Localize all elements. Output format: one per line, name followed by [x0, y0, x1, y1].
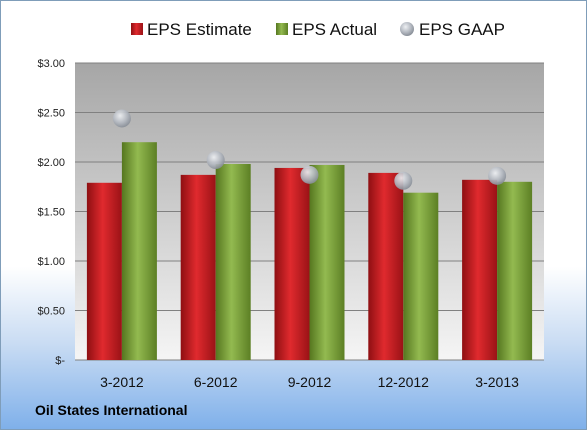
bar-eps-estimate — [462, 179, 498, 360]
y-tick-label: $0.50 — [37, 306, 65, 318]
bar-eps-estimate — [368, 172, 404, 360]
company-name: Oil States International — [35, 402, 188, 418]
legend-swatch-estimate — [131, 23, 143, 35]
marker-eps-gaap — [206, 151, 225, 170]
y-tick-label: $- — [55, 355, 65, 367]
marker-eps-gaap — [488, 166, 507, 185]
marker-eps-gaap — [394, 171, 413, 190]
bar-eps-actual — [497, 181, 533, 360]
y-tick-label: $2.50 — [37, 108, 65, 120]
legend-label-actual: EPS Actual — [292, 20, 377, 39]
x-category-label: 12-2012 — [378, 374, 430, 390]
marker-eps-gaap — [112, 109, 131, 128]
legend-label-estimate: EPS Estimate — [147, 20, 252, 39]
bar-eps-actual — [121, 142, 157, 360]
y-tick-label: $1.50 — [37, 207, 65, 219]
bar-eps-actual — [403, 192, 439, 360]
bar-eps-actual — [215, 163, 251, 360]
gaap-markers — [112, 109, 507, 190]
y-tick-label: $1.00 — [37, 256, 65, 268]
bar-eps-actual — [309, 164, 345, 360]
x-category-label: 3-2013 — [475, 374, 519, 390]
legend-swatch-gaap — [400, 22, 414, 36]
bar-eps-estimate — [274, 167, 310, 360]
bars — [86, 142, 533, 360]
bar-eps-estimate — [86, 182, 122, 360]
legend-label-gaap: EPS GAAP — [419, 20, 505, 39]
bar-eps-estimate — [180, 174, 216, 360]
marker-eps-gaap — [300, 165, 319, 184]
x-axis: 3-2012 6-2012 9-2012 12-2012 3-2013 — [100, 374, 519, 390]
x-category-label: 9-2012 — [288, 374, 332, 390]
x-category-label: 6-2012 — [194, 374, 238, 390]
chart-legend: EPS Estimate EPS Actual EPS GAAP — [131, 20, 505, 39]
x-category-label: 3-2012 — [100, 374, 144, 390]
y-tick-label: $3.00 — [37, 58, 65, 70]
legend-swatch-actual — [276, 23, 288, 35]
y-axis: $- $0.50 $1.00 $1.50 $2.00 $2.50 $3.00 — [37, 58, 65, 367]
y-tick-label: $2.00 — [37, 157, 65, 169]
